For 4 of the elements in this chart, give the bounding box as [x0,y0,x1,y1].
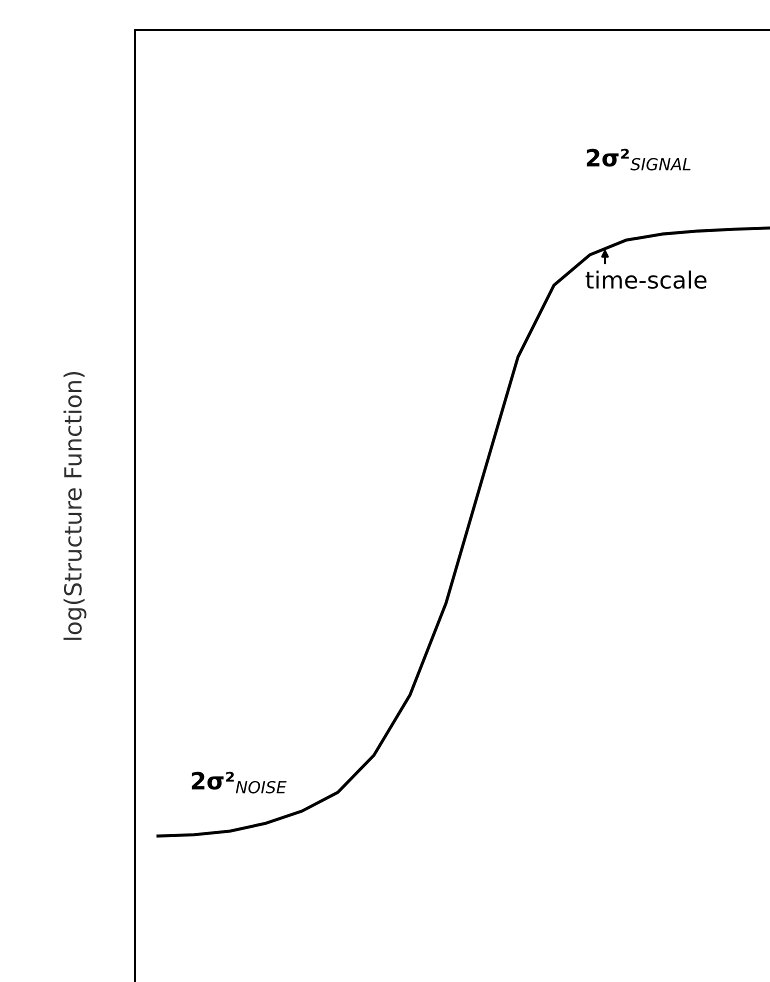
y-axis-title: log(Structure Function) [64,372,86,640]
annotation: 2σ²$_{NOISE}$ [192,772,287,794]
annotation: time-scale [586,270,706,289]
text: 2σ²$_{SIGNAL}$ [586,148,690,170]
